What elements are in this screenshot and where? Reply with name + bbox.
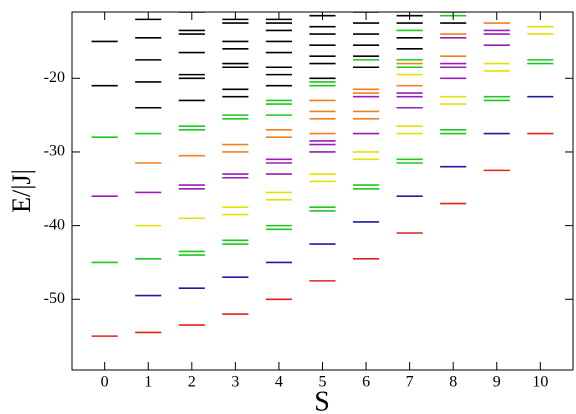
plot-frame (71, 11, 574, 371)
y-tick-label: -20 (44, 69, 65, 86)
x-tick-label: 9 (493, 374, 501, 391)
x-tick-label: 10 (532, 374, 548, 391)
x-axis-label: S (314, 386, 330, 414)
y-tick-label: -50 (44, 290, 65, 307)
x-tick-label: 5 (319, 374, 327, 391)
y-axis-label: E/|J| (7, 169, 36, 213)
plot-area (91, 12, 554, 337)
y-tick-label: -40 (44, 216, 65, 233)
x-tick-label: 1 (144, 374, 152, 391)
x-tick-label: 4 (275, 374, 283, 391)
x-tick-label: 2 (188, 374, 196, 391)
x-tick-label: 7 (406, 374, 414, 391)
x-tick-label: 8 (449, 374, 457, 391)
x-tick-label: 6 (362, 374, 370, 391)
x-tick-label: 0 (101, 374, 109, 391)
y-tick-label: -30 (44, 143, 65, 160)
x-tick-label: 3 (231, 374, 239, 391)
